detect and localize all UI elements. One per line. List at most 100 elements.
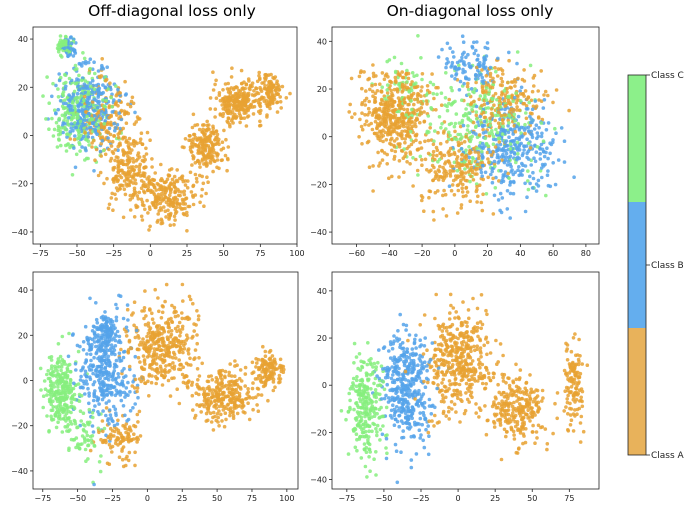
scatter-point-class-c <box>516 151 520 156</box>
scatter-point-class-c <box>73 96 77 101</box>
scatter-point-class-b <box>95 105 100 110</box>
scatter-point-class-a <box>492 103 496 107</box>
scatter-point-class-b <box>87 391 91 396</box>
scatter-point-class-a <box>178 193 182 198</box>
scatter-point-class-b <box>509 127 513 132</box>
scatter-point-class-a <box>226 81 230 86</box>
scatter-point-class-b <box>523 209 528 214</box>
scatter-point-class-c <box>102 104 107 108</box>
scatter-point-class-a <box>205 128 209 133</box>
scatter-point-class-c <box>59 43 63 48</box>
scatter-point-class-a <box>138 174 143 178</box>
scatter-point-class-c <box>439 125 443 130</box>
scatter-point-class-b <box>117 351 122 356</box>
scatter-point-class-c <box>41 394 46 399</box>
scatter-point-class-a <box>459 203 464 207</box>
scatter-point-class-a <box>143 362 147 366</box>
scatter-point-class-a <box>142 189 146 193</box>
scatter-point-class-b <box>104 401 109 405</box>
scatter-point-class-b <box>447 184 452 188</box>
scatter-point-class-a <box>419 106 424 110</box>
scatter-point-class-a <box>448 146 453 151</box>
scatter-point-class-a <box>103 152 108 157</box>
scatter-point-class-a <box>524 104 529 108</box>
scatter-point-class-a <box>160 199 164 203</box>
scatter-point-class-b <box>505 207 510 211</box>
scatter-point-class-b <box>517 128 522 132</box>
scatter-point-class-a <box>214 96 219 100</box>
scatter-point-class-a <box>221 114 225 119</box>
scatter-point-class-a <box>182 192 187 197</box>
scatter-point-class-b <box>92 60 96 64</box>
scatter-point-class-a <box>191 154 195 158</box>
scatter-point-class-a <box>417 113 422 117</box>
scatter-point-class-b <box>505 163 510 167</box>
scatter-point-class-b <box>115 122 120 127</box>
scatter-point-class-a <box>183 183 188 187</box>
scatter-point-class-a <box>211 70 215 74</box>
scatter-point-class-b <box>103 365 108 370</box>
scatter-point-class-a <box>256 409 261 414</box>
scatter-point-class-c <box>380 85 385 89</box>
scatter-point-class-a <box>156 212 160 216</box>
scatter-point-class-b <box>505 189 510 193</box>
scatter-point-class-a <box>159 192 164 196</box>
scatter-point-class-a <box>246 77 251 81</box>
scatter-point-class-c <box>77 142 82 147</box>
scatter-point-class-a <box>190 336 194 340</box>
scatter-point-class-b <box>105 376 109 381</box>
scatter-point-class-c <box>56 420 60 425</box>
scatter-point-class-a <box>221 88 225 92</box>
x-tick-label: −20 <box>414 249 431 258</box>
scatter-point-class-a <box>135 205 140 209</box>
scatter-point-class-c <box>464 148 468 153</box>
scatter-point-class-c <box>487 131 492 135</box>
scatter-point-class-c <box>49 386 54 391</box>
scatter-point-class-b <box>122 375 126 380</box>
scatter-point-class-a <box>111 208 115 212</box>
scatter-point-class-a <box>201 123 205 127</box>
scatter-point-class-a <box>360 86 364 91</box>
scatter-point-class-b <box>499 127 504 132</box>
scatter-point-class-b <box>503 107 507 112</box>
scatter-point-class-a <box>121 215 126 220</box>
scatter-point-class-a <box>131 192 136 197</box>
scatter-point-class-a <box>432 165 436 170</box>
scatter-point-class-b <box>506 159 511 163</box>
scatter-point-class-b <box>80 86 84 90</box>
scatter-point-class-a <box>232 86 237 90</box>
scatter-point-class-c <box>449 85 453 90</box>
scatter-point-class-b <box>87 125 92 130</box>
scatter-point-class-c <box>392 55 397 60</box>
scatter-point-class-b <box>101 318 106 322</box>
scatter-point-class-a <box>250 84 254 89</box>
scatter-point-class-b <box>92 169 96 173</box>
scatter-point-class-a <box>439 103 444 107</box>
scatter-point-class-b <box>485 41 490 45</box>
scatter-point-class-b <box>533 99 538 103</box>
scatter-point-class-b <box>78 62 83 66</box>
scatter-point-class-a <box>508 85 512 90</box>
scatter-point-class-a <box>162 185 166 189</box>
scatter-point-class-a <box>390 136 394 141</box>
scatter-point-class-a <box>567 108 571 113</box>
scatter-point-class-c <box>88 84 93 89</box>
scatter-point-class-a <box>183 316 187 321</box>
scatter-point-class-a <box>184 361 189 366</box>
scatter-point-class-b <box>536 178 541 183</box>
scatter-point-class-a <box>213 398 217 403</box>
scatter-point-class-a <box>534 104 539 108</box>
scatter-point-class-a <box>251 112 256 116</box>
scatter-point-class-a <box>215 152 219 157</box>
x-tick-label: −40 <box>381 249 398 258</box>
scatter-point-class-a <box>236 108 241 113</box>
scatter-point-class-c <box>45 393 49 397</box>
scatter-point-class-a <box>475 162 480 167</box>
scatter-point-class-a <box>146 321 151 326</box>
scatter-point-class-a <box>367 76 372 81</box>
scatter-point-class-a <box>210 130 215 135</box>
scatter-point-class-a <box>377 164 381 168</box>
scatter-point-class-c <box>468 179 472 184</box>
scatter-point-class-a <box>255 90 259 95</box>
